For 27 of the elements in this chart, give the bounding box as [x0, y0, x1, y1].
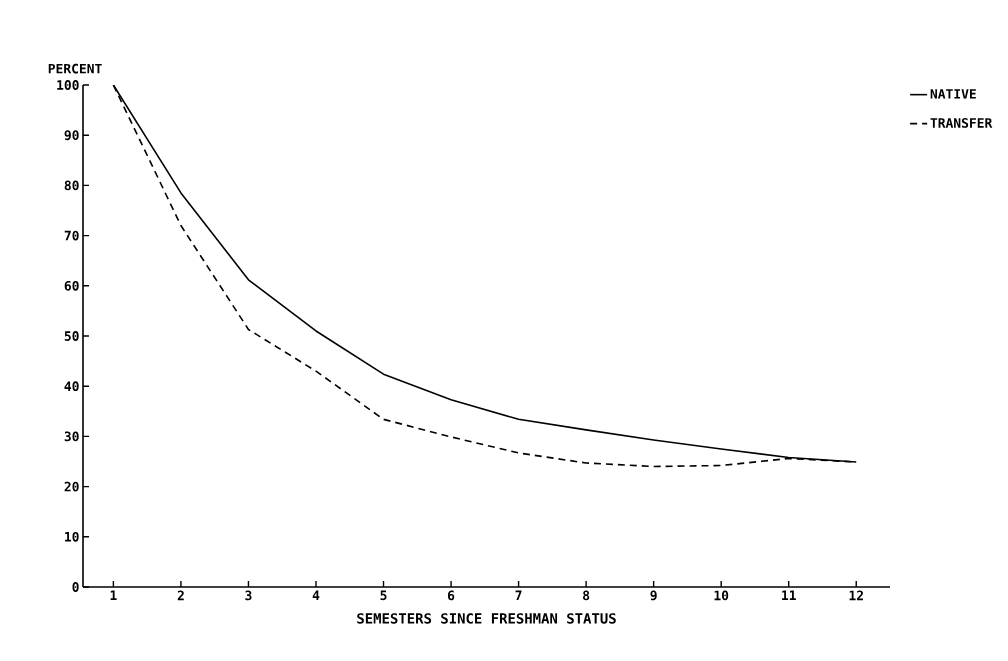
y-tick-label: 40 [64, 381, 79, 392]
x-tick-label: 3 [245, 590, 252, 601]
y-tick-label: 90 [64, 130, 79, 141]
y-tick-label: 60 [64, 280, 79, 291]
x-tick-label: 6 [447, 590, 455, 601]
x-tick-label: 2 [177, 590, 184, 601]
y-tick-label: 100 [57, 80, 79, 90]
y-axis-title: PERCENT [48, 63, 102, 74]
x-tick-label: 11 [782, 590, 796, 600]
y-tick-label: 20 [64, 481, 79, 492]
y-tick-label: 30 [64, 431, 79, 442]
x-tick-label: 5 [380, 590, 387, 601]
x-tick-label: 9 [650, 590, 657, 601]
legend-label: NATIVE [930, 89, 976, 99]
x-tick-label: 10 [714, 590, 729, 601]
x-tick-label: 1 [110, 590, 117, 600]
y-tick-label: 0 [72, 582, 79, 592]
x-tick-label: 4 [312, 590, 320, 600]
y-tick-label: 10 [65, 531, 79, 542]
y-tick-label: 80 [64, 180, 79, 191]
x-tick-label: 8 [583, 590, 590, 601]
legend-label: TRANSFER [930, 118, 993, 128]
y-tick-label: 70 [64, 230, 79, 241]
x-axis-title: SEMESTERS SINCE FRESHMAN STATUS [357, 613, 616, 624]
y-tick-label: 50 [64, 331, 79, 341]
x-tick-label: 12 [849, 590, 863, 601]
x-tick-label: 7 [515, 590, 522, 600]
